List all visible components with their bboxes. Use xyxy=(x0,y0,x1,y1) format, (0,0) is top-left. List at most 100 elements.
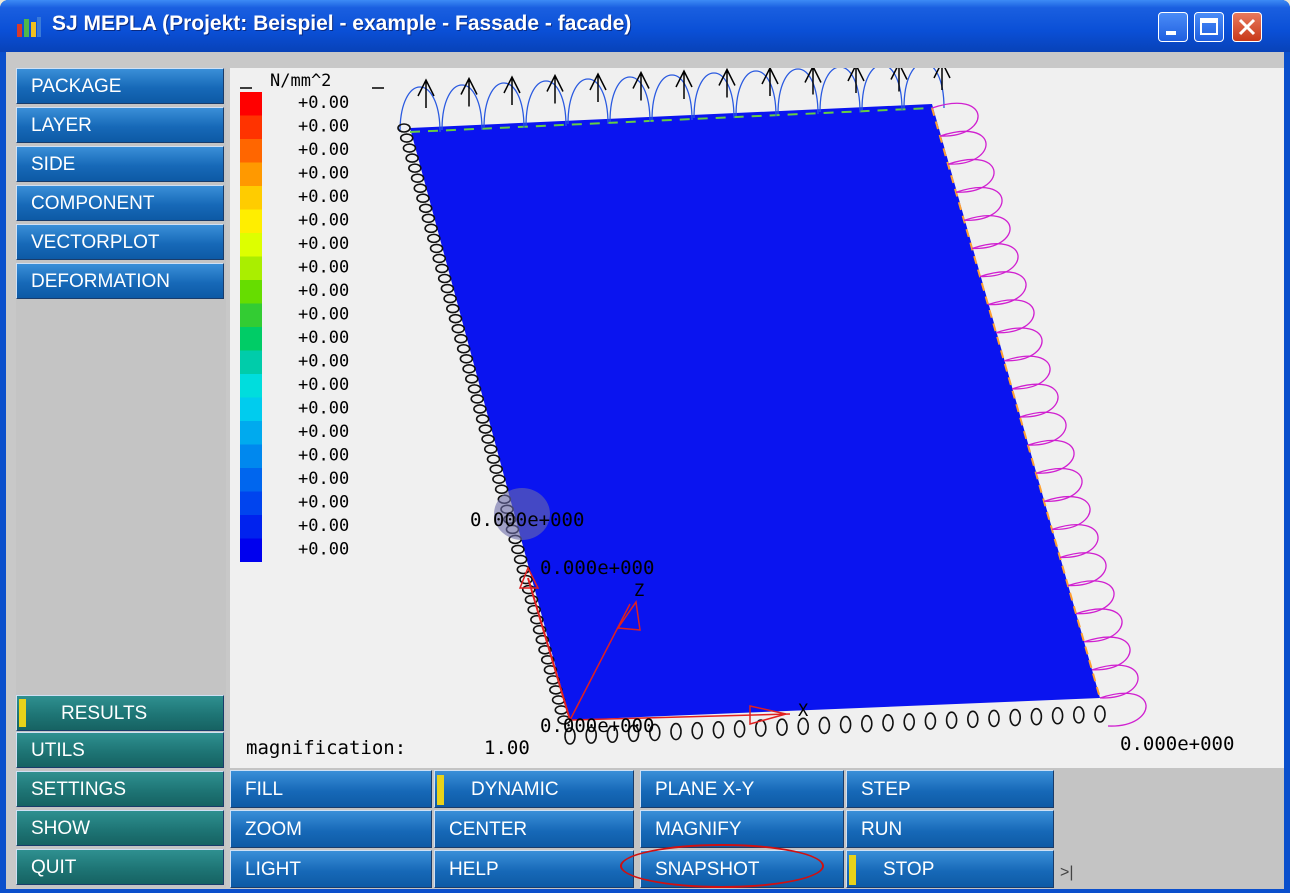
button-label: STEP xyxy=(861,779,911,800)
right-spring-loop xyxy=(1067,580,1115,615)
light-button[interactable]: LIGHT xyxy=(230,850,432,888)
color-legend: +0.00 +0.00 +0.00 +0.00 +0.00 +0.00 +0.00 +0.00… xyxy=(240,92,349,562)
model-canvas[interactable]: Z X 0.000e+000 0.000e+000 0.000e+000 0.0… xyxy=(230,68,1284,768)
right-spring-loop xyxy=(971,243,1019,278)
fill-button[interactable]: FILL xyxy=(230,770,432,808)
right-spring-loop xyxy=(1091,664,1139,699)
magnify-button[interactable]: MAGNIFY xyxy=(640,810,844,848)
legend-unit: N/mm^2 xyxy=(270,71,331,91)
plane-xy-button[interactable]: PLANE X-Y xyxy=(640,770,844,808)
legend-swatch xyxy=(240,209,262,233)
left-spring-coil xyxy=(492,474,506,484)
close-button[interactable] xyxy=(1232,12,1262,42)
left-spring-coil xyxy=(416,193,430,204)
left-spring-coil xyxy=(543,665,558,675)
support-arrow-icon xyxy=(761,68,779,96)
dynamic-button[interactable]: DYNAMIC xyxy=(434,770,634,808)
left-spring-coil xyxy=(538,644,552,655)
step-button[interactable]: STEP xyxy=(846,770,1054,808)
left-spring-coil xyxy=(432,253,447,264)
node-value-label: 0.000e+000 xyxy=(470,509,584,531)
legend-swatch xyxy=(240,92,262,116)
sidebar-item-side[interactable]: SIDE xyxy=(16,146,224,182)
left-spring-coil xyxy=(440,283,455,294)
sidebar-item-deformation[interactable]: DEFORMATION xyxy=(16,263,224,299)
bottom-spring-coil xyxy=(797,717,810,736)
center-button[interactable]: CENTER xyxy=(434,810,634,848)
legend-swatch xyxy=(240,374,262,398)
legend-swatch xyxy=(240,280,262,304)
stop-button[interactable]: STOP xyxy=(846,850,1054,888)
sidebar-item-results[interactable]: RESULTS xyxy=(16,695,224,731)
left-spring-coil xyxy=(532,624,547,635)
legend-value: +0.00 xyxy=(298,234,349,254)
legend-swatch xyxy=(240,491,262,515)
bottom-spring-coil xyxy=(648,723,661,742)
right-spring-loop xyxy=(947,158,995,193)
maximize-icon xyxy=(1200,18,1218,35)
legend-value: +0.00 xyxy=(298,446,349,466)
sidebar-item-layer[interactable]: LAYER xyxy=(16,107,224,143)
left-spring-coil xyxy=(475,414,490,424)
snapshot-button[interactable]: SNAPSHOT xyxy=(640,850,844,888)
support-arrow-icon xyxy=(503,75,521,105)
left-spring-coil xyxy=(405,153,419,163)
bottom-toolbar: FILL DYNAMIC PLANE X-Y STEP ZOOM CENTER … xyxy=(230,768,1284,889)
legend-swatch xyxy=(240,444,262,468)
right-spring-loop xyxy=(1051,524,1099,559)
support-arrow-icon xyxy=(589,72,607,102)
top-support-arrows xyxy=(417,68,951,108)
x-axis xyxy=(569,713,791,721)
support-node xyxy=(494,488,550,540)
sidebar-item-show[interactable]: SHOW xyxy=(16,810,224,846)
active-indicator xyxy=(849,855,856,885)
legend-swatch xyxy=(240,350,262,374)
left-spring-coil xyxy=(424,223,438,234)
magnification-value: 1.00 xyxy=(484,737,530,759)
bottom-spring-coil xyxy=(564,727,576,745)
help-button[interactable]: HELP xyxy=(434,850,634,888)
x-axis-label: X xyxy=(798,701,809,721)
sidebar-item-vectorplot[interactable]: VECTORPLOT xyxy=(16,224,224,260)
right-spring-loop xyxy=(987,299,1035,334)
bottom-spring-coil xyxy=(903,713,916,731)
right-spring-loop xyxy=(1043,495,1091,530)
window-title: SJ MEPLA (Projekt: Beispiel - example - … xyxy=(52,12,632,35)
bottom-spring-coil xyxy=(712,721,725,739)
left-spring-coil xyxy=(519,574,533,585)
top-spring-loop xyxy=(399,86,441,133)
sidebar-item-package[interactable]: PACKAGE xyxy=(16,68,224,104)
left-spring-coil xyxy=(435,263,449,274)
maximize-button[interactable] xyxy=(1194,12,1224,42)
sidebar-item-component[interactable]: COMPONENT xyxy=(16,185,224,221)
left-spring-coil xyxy=(494,484,509,495)
button-label: CENTER xyxy=(449,819,528,840)
minimize-button[interactable] xyxy=(1158,12,1188,42)
sidebar-item-utils[interactable]: UTILS xyxy=(16,732,224,768)
left-spring-coil xyxy=(429,243,444,254)
sidebar-item-settings[interactable]: SETTINGS xyxy=(16,771,224,807)
sidebar-item-quit[interactable]: QUIT xyxy=(16,849,224,885)
left-spring-coil xyxy=(513,554,528,565)
sidebar-item-label: SETTINGS xyxy=(31,779,127,800)
bottom-spring-coil xyxy=(882,713,894,732)
top-spring-loop xyxy=(861,68,903,111)
top-spring-loop xyxy=(693,72,735,119)
model-viewport[interactable]: Z X 0.000e+000 0.000e+000 0.000e+000 0.0… xyxy=(230,68,1284,768)
node-value-label: 0.000e+000 xyxy=(540,715,654,737)
title-bar[interactable]: SJ MEPLA (Projekt: Beispiel - example - … xyxy=(0,0,1290,52)
left-spring-coil xyxy=(454,333,468,344)
bottom-spring-coil xyxy=(1030,707,1043,726)
app-icon xyxy=(17,17,41,37)
bottom-spring-coil xyxy=(691,721,704,740)
legend-value: +0.00 xyxy=(298,422,349,442)
left-spring-coil xyxy=(443,293,457,304)
bottom-spring-coil xyxy=(585,726,598,744)
zoom-button[interactable]: ZOOM xyxy=(230,810,432,848)
button-label: MAGNIFY xyxy=(655,819,742,840)
legend-swatch xyxy=(240,186,262,210)
support-arrow-icon xyxy=(890,68,908,92)
run-button[interactable]: RUN xyxy=(846,810,1054,848)
bottom-spring-coil xyxy=(1009,708,1022,727)
left-spring-coil xyxy=(467,384,482,394)
